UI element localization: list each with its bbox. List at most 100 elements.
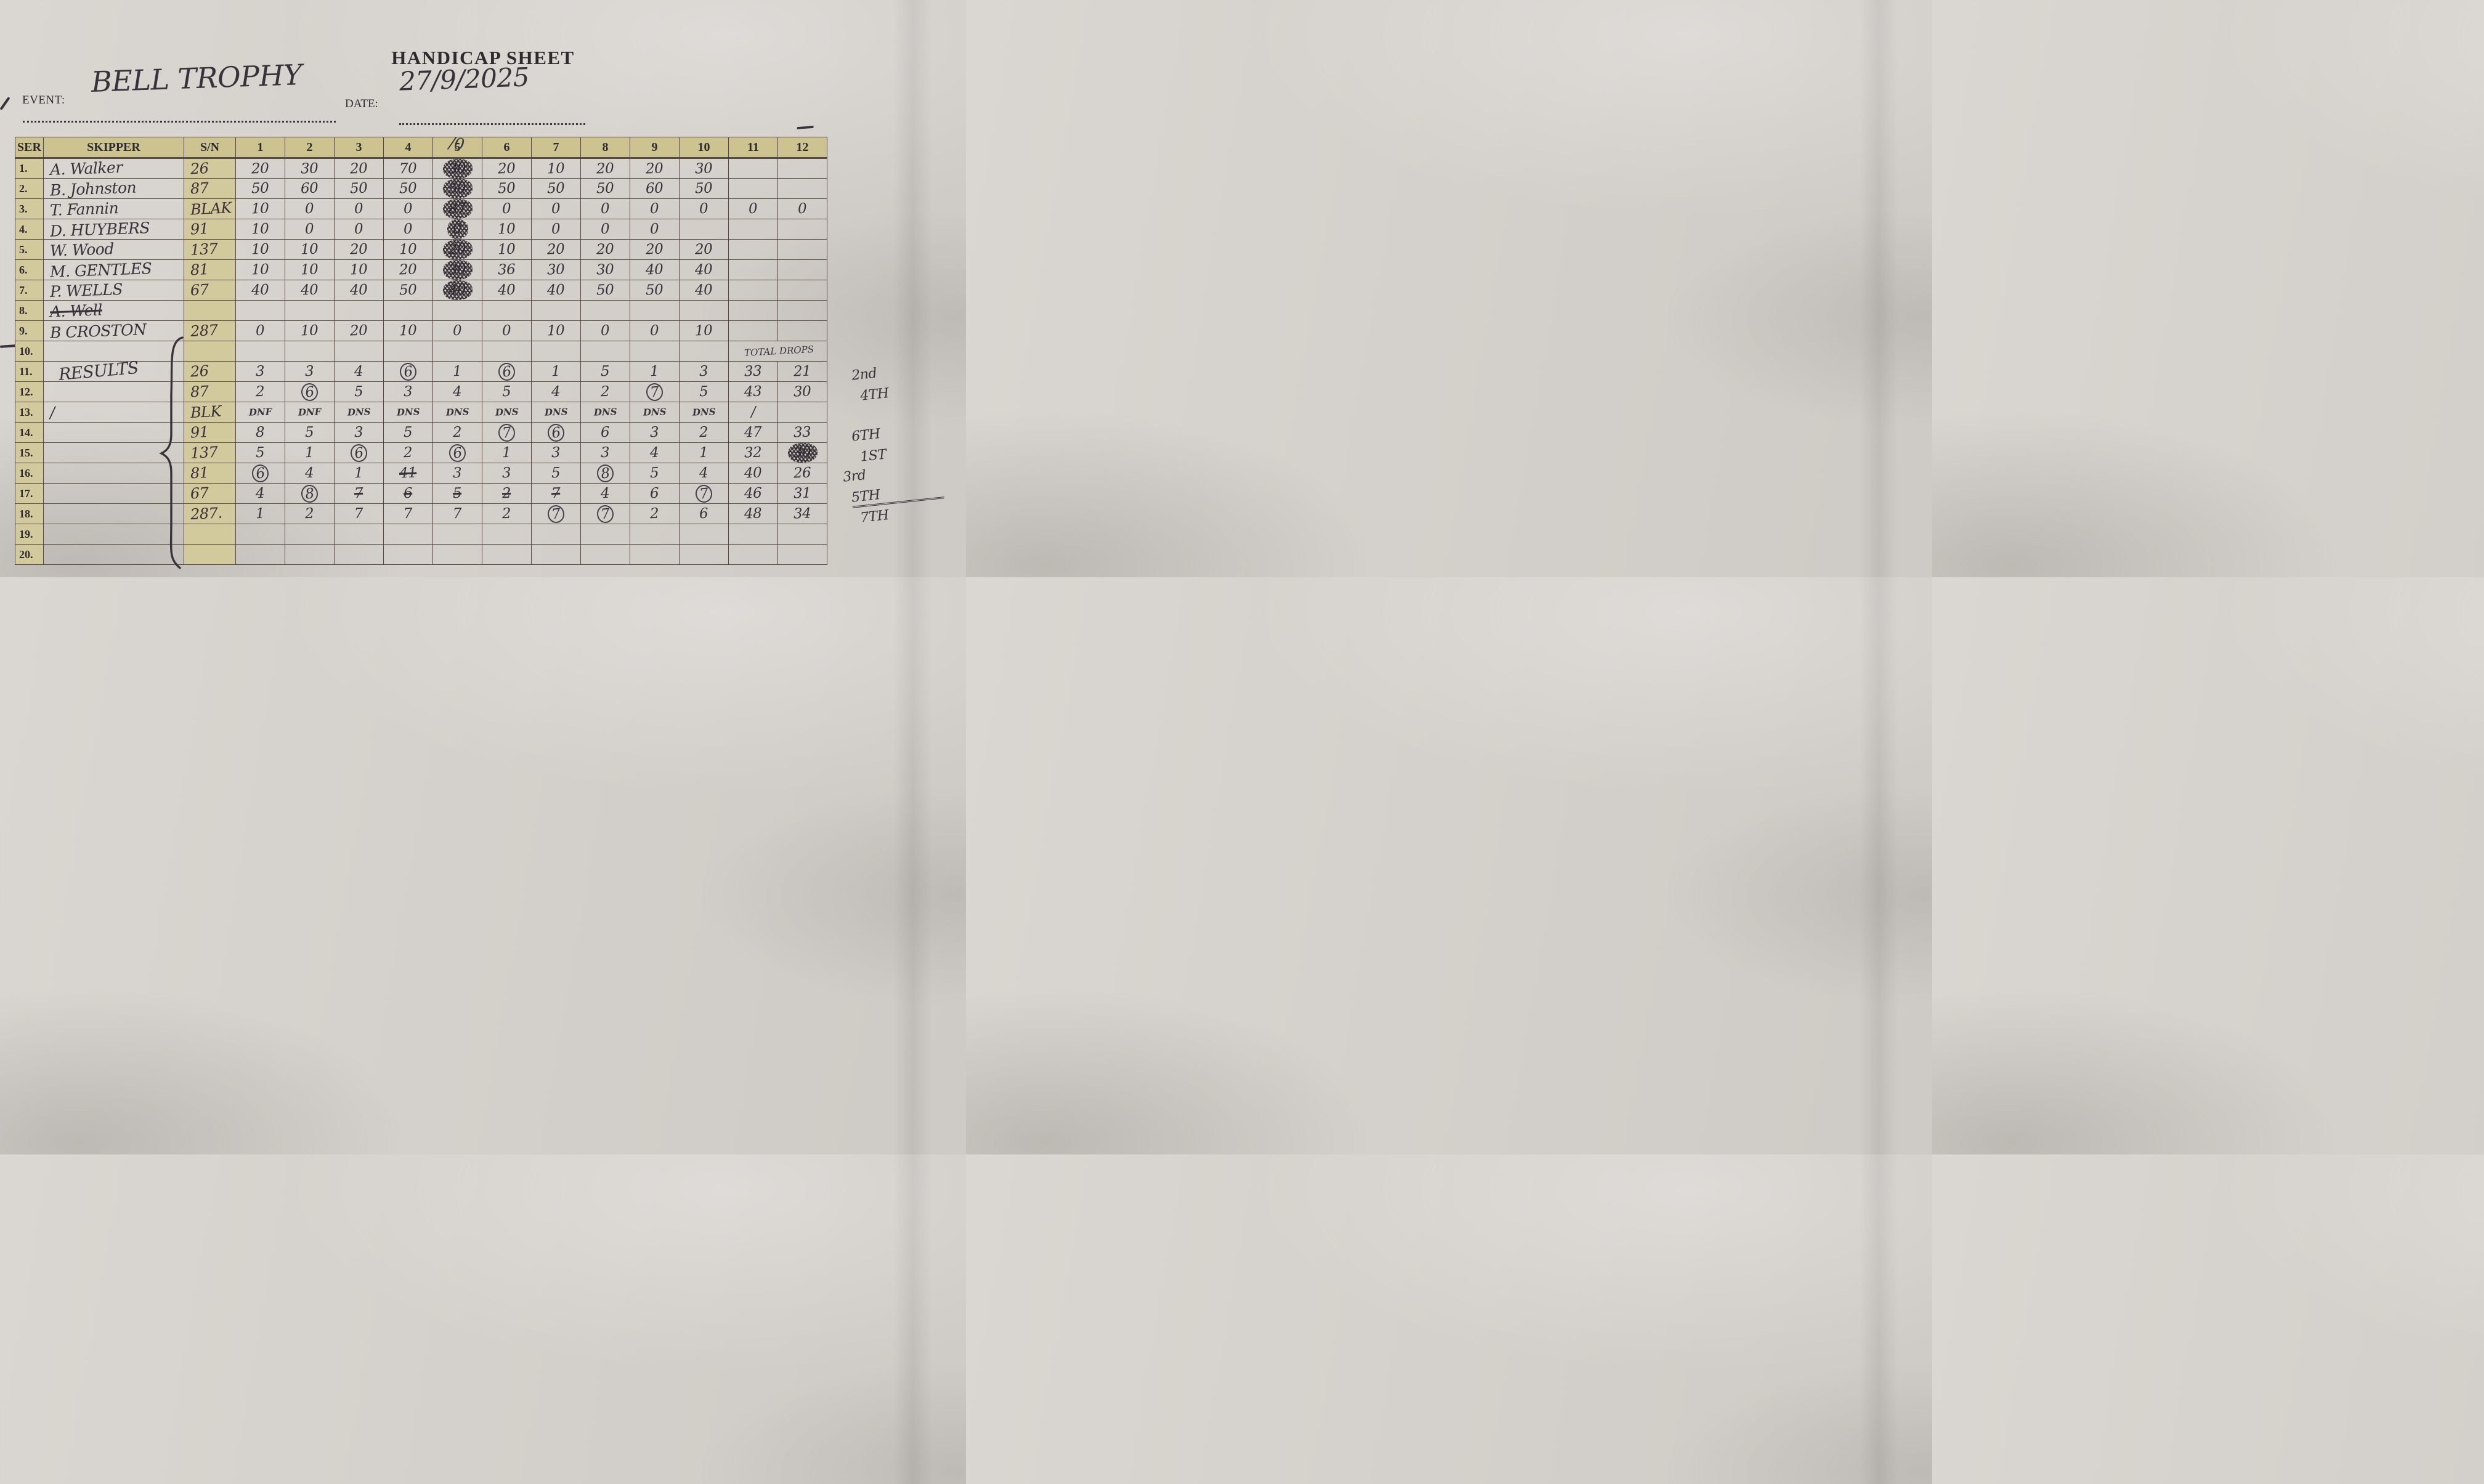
score-value: 5: [649, 464, 660, 482]
score-value: 33: [793, 424, 812, 441]
score-value: 5: [551, 464, 561, 482]
score-cell: 6: [531, 422, 581, 443]
total-drops-header-cell: TOTAL DROPS: [728, 341, 827, 362]
score-value: 20: [446, 241, 469, 258]
score-value: 30: [596, 261, 615, 278]
score-cell: [334, 341, 384, 362]
score-cell: 5: [383, 422, 433, 443]
score-cell: 20: [334, 158, 384, 179]
score-value: 10: [300, 322, 319, 339]
table-row: 1. A. Walker 26 20 30 20 70 30 20 10 20 20 30: [15, 158, 827, 179]
score-value: DNS: [643, 405, 667, 418]
score-cell: DNS: [334, 402, 384, 423]
row-number: 6.: [15, 259, 44, 280]
score-cell: 5: [334, 381, 384, 402]
score-cell: [235, 544, 285, 565]
score-cell: [432, 524, 482, 545]
score-value: 10: [251, 241, 270, 258]
score-value: 30: [791, 444, 814, 461]
score-cell: 5: [531, 463, 581, 484]
row-number: 8.: [15, 300, 44, 321]
score-value: 10: [497, 241, 516, 258]
score-value: 3: [354, 424, 364, 441]
score-cell: 1: [432, 361, 482, 382]
score-cell: 10: [285, 239, 335, 260]
score-cell: [777, 402, 827, 423]
score-value: 20: [596, 160, 615, 177]
score-cell: 31: [777, 483, 827, 504]
score-value: DNS: [593, 405, 617, 418]
score-cell: [728, 544, 778, 565]
skipper-name-cell: [43, 341, 184, 362]
score-value: 4: [255, 485, 266, 502]
score-value: 2: [501, 505, 512, 522]
score-value: 20: [645, 160, 664, 177]
score-cell: 3: [235, 361, 285, 382]
score-cell: 34: [777, 503, 827, 524]
score-value: 0: [551, 221, 561, 238]
score-value: 40: [497, 282, 516, 299]
score-cell: [777, 239, 827, 260]
score-cell: 3: [482, 463, 532, 484]
score-cell: 30: [777, 381, 827, 402]
score-value: 8: [300, 483, 319, 504]
score-value: 0: [649, 322, 660, 339]
row-number: 11.: [15, 361, 44, 382]
score-cell: 41: [383, 463, 433, 484]
score-cell: 6: [235, 463, 285, 484]
score-value: 46: [744, 485, 763, 502]
row-number: 12.: [15, 381, 44, 402]
score-value: 0: [354, 221, 364, 238]
sail-number-cell: 81: [184, 463, 236, 484]
skipper-name: A. Well: [49, 301, 103, 320]
row-number: 20.: [15, 544, 44, 565]
score-cell: [432, 544, 482, 565]
sail-number-cell: 91: [184, 219, 236, 240]
score-cell: 10: [383, 320, 433, 341]
score-cell: [482, 524, 532, 545]
sail-number-cell: 91: [184, 422, 236, 443]
score-value: 7: [551, 485, 561, 502]
score-value: 3: [452, 464, 463, 482]
score-cell: 30: [432, 259, 482, 280]
score-value: 7: [403, 505, 413, 522]
score-cell: [383, 300, 433, 321]
score-cell: 7: [531, 483, 581, 504]
score-value: 50: [546, 180, 566, 197]
score-cell: 0: [679, 198, 729, 219]
skipper-name-cell: A. Walker: [43, 158, 184, 179]
score-value: 8: [596, 463, 615, 484]
score-value: 40: [645, 261, 664, 278]
score-value: 0: [600, 200, 611, 217]
table-header: SER SKIPPER S/N 1 2 3 4 5/0 6 7 8 9 10 11 12: [15, 134, 827, 159]
score-cell: 0: [334, 219, 384, 240]
score-cell: 20: [334, 320, 384, 341]
score-cell: 2: [630, 503, 680, 524]
score-cell: 20: [482, 158, 532, 179]
score-cell: [334, 300, 384, 321]
table-row: 14. 91 8 5 3 5 2 7 6 6 3 2 47 33: [15, 422, 827, 443]
score-value: 7: [546, 503, 566, 524]
sail-number: 26: [190, 159, 209, 178]
score-value: 26: [793, 464, 812, 482]
column-header-4: 4: [383, 137, 433, 159]
score-value: 10: [546, 322, 566, 339]
score-cell: [531, 524, 581, 545]
column-header-9: 9: [630, 137, 680, 159]
score-cell: 3: [679, 361, 729, 382]
sail-number-cell: [184, 300, 236, 321]
sail-number-cell: 81: [184, 259, 236, 280]
score-cell: [235, 524, 285, 545]
score-value: 0: [501, 200, 512, 217]
score-cell: [235, 341, 285, 362]
score-cell: 0: [531, 219, 581, 240]
sail-number: 81: [190, 464, 209, 482]
score-cell: 32: [728, 442, 778, 463]
score-cell: [531, 341, 581, 362]
score-cell: 4: [630, 442, 680, 463]
score-cell: 10: [531, 320, 581, 341]
column-header-ser: SER: [15, 137, 44, 159]
placing-annotation: 3rd: [842, 468, 867, 485]
score-cell: [482, 300, 532, 321]
score-value: 40: [251, 282, 270, 299]
